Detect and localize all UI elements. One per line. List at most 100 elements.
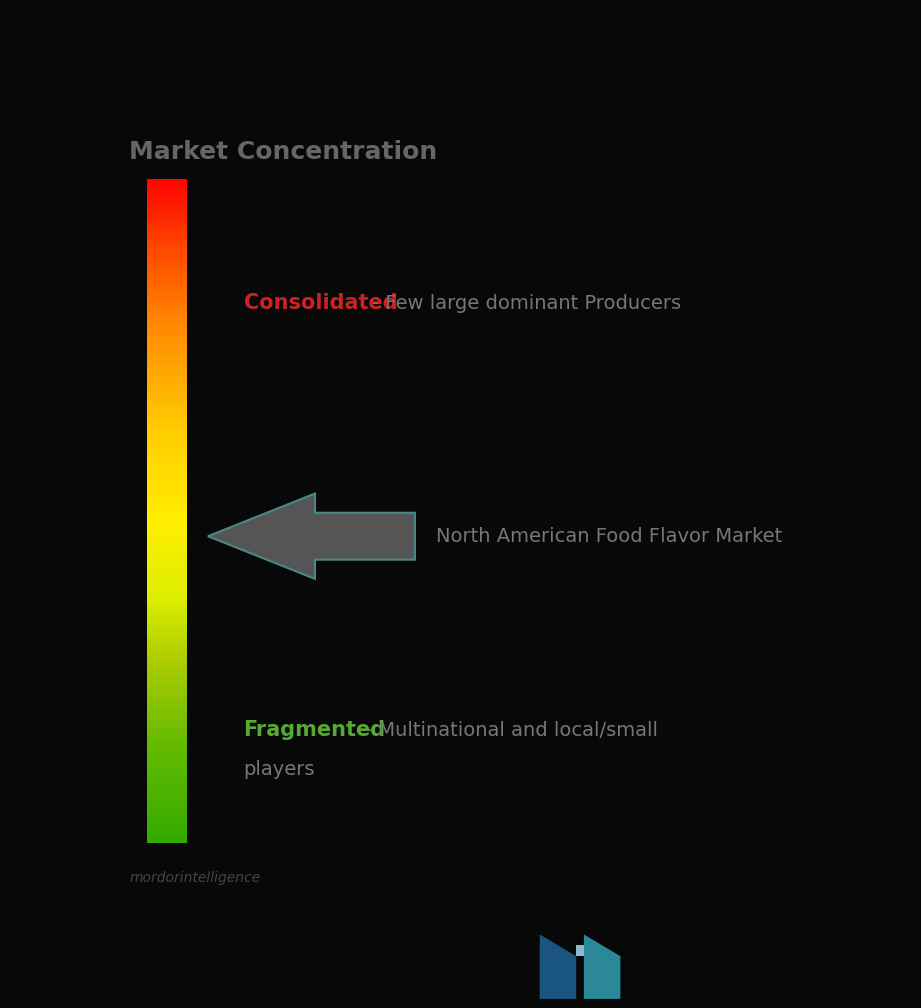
Bar <box>147 692 186 695</box>
Bar <box>147 685 186 687</box>
Bar <box>147 305 186 307</box>
Bar <box>147 778 186 781</box>
Bar <box>147 719 186 721</box>
Bar <box>147 761 186 763</box>
Bar <box>147 526 186 528</box>
Bar <box>147 460 186 463</box>
Bar <box>147 181 186 183</box>
Bar <box>147 469 186 471</box>
Bar <box>147 440 186 443</box>
Bar <box>147 569 186 571</box>
Bar <box>147 252 186 254</box>
Bar <box>147 402 186 405</box>
Bar <box>147 826 186 828</box>
Bar <box>147 637 186 639</box>
Bar <box>147 480 186 482</box>
Bar <box>147 792 186 794</box>
Bar <box>147 429 186 431</box>
Bar <box>147 278 186 281</box>
Bar <box>147 443 186 445</box>
Bar <box>147 630 186 633</box>
Bar <box>147 476 186 478</box>
Bar <box>147 350 186 352</box>
Bar <box>147 319 186 321</box>
Bar <box>147 626 186 628</box>
Bar <box>147 633 186 635</box>
Bar <box>147 584 186 587</box>
Bar <box>147 326 186 328</box>
Bar <box>147 257 186 259</box>
Bar <box>147 702 186 704</box>
Text: players: players <box>243 760 315 778</box>
Bar <box>147 493 186 496</box>
Bar <box>147 378 186 380</box>
Bar <box>147 215 186 217</box>
Bar <box>147 814 186 816</box>
Bar <box>147 195 186 197</box>
Bar <box>147 548 186 550</box>
Polygon shape <box>584 934 621 999</box>
Bar <box>147 522 186 524</box>
Bar <box>147 367 186 369</box>
Bar <box>147 259 186 261</box>
Bar <box>147 496 186 498</box>
Bar <box>147 489 186 491</box>
Bar <box>147 741 186 743</box>
Bar <box>147 372 186 374</box>
Bar <box>147 387 186 389</box>
Bar <box>147 639 186 641</box>
Bar <box>147 416 186 418</box>
Bar <box>147 650 186 652</box>
Bar <box>147 571 186 573</box>
Bar <box>147 246 186 248</box>
Bar <box>147 361 186 363</box>
Bar <box>147 474 186 476</box>
Bar <box>147 513 186 515</box>
Bar <box>147 589 186 591</box>
Bar <box>147 582 186 584</box>
Bar <box>147 576 186 578</box>
Bar <box>147 487 186 489</box>
Bar <box>147 730 186 732</box>
Bar <box>147 352 186 354</box>
Bar <box>147 283 186 285</box>
Bar <box>147 587 186 589</box>
Bar <box>147 710 186 713</box>
Bar <box>147 504 186 507</box>
Bar <box>147 811 186 814</box>
Bar <box>147 726 186 728</box>
Bar <box>147 724 186 726</box>
Bar <box>147 458 186 460</box>
Bar <box>147 566 186 569</box>
Bar <box>147 398 186 400</box>
Bar <box>147 735 186 737</box>
Bar <box>147 452 186 454</box>
Bar <box>147 783 186 785</box>
Bar <box>147 224 186 226</box>
Bar <box>147 832 186 834</box>
Bar <box>147 756 186 759</box>
Bar <box>147 230 186 232</box>
Bar <box>147 328 186 330</box>
Bar <box>147 422 186 424</box>
Bar <box>147 542 186 544</box>
Bar <box>147 219 186 221</box>
Bar <box>147 728 186 730</box>
Bar <box>147 759 186 761</box>
Bar <box>147 339 186 341</box>
Bar <box>147 208 186 210</box>
Bar <box>147 334 186 337</box>
Bar <box>147 657 186 659</box>
Bar <box>147 420 186 422</box>
Bar <box>147 394 186 396</box>
Bar <box>147 841 186 843</box>
Bar <box>147 546 186 548</box>
Text: Fragmented: Fragmented <box>243 721 386 740</box>
Bar <box>147 770 186 772</box>
Bar <box>147 298 186 300</box>
Bar <box>147 185 186 188</box>
Bar <box>147 270 186 272</box>
Bar <box>147 670 186 672</box>
Bar <box>147 617 186 619</box>
Bar <box>147 600 186 602</box>
